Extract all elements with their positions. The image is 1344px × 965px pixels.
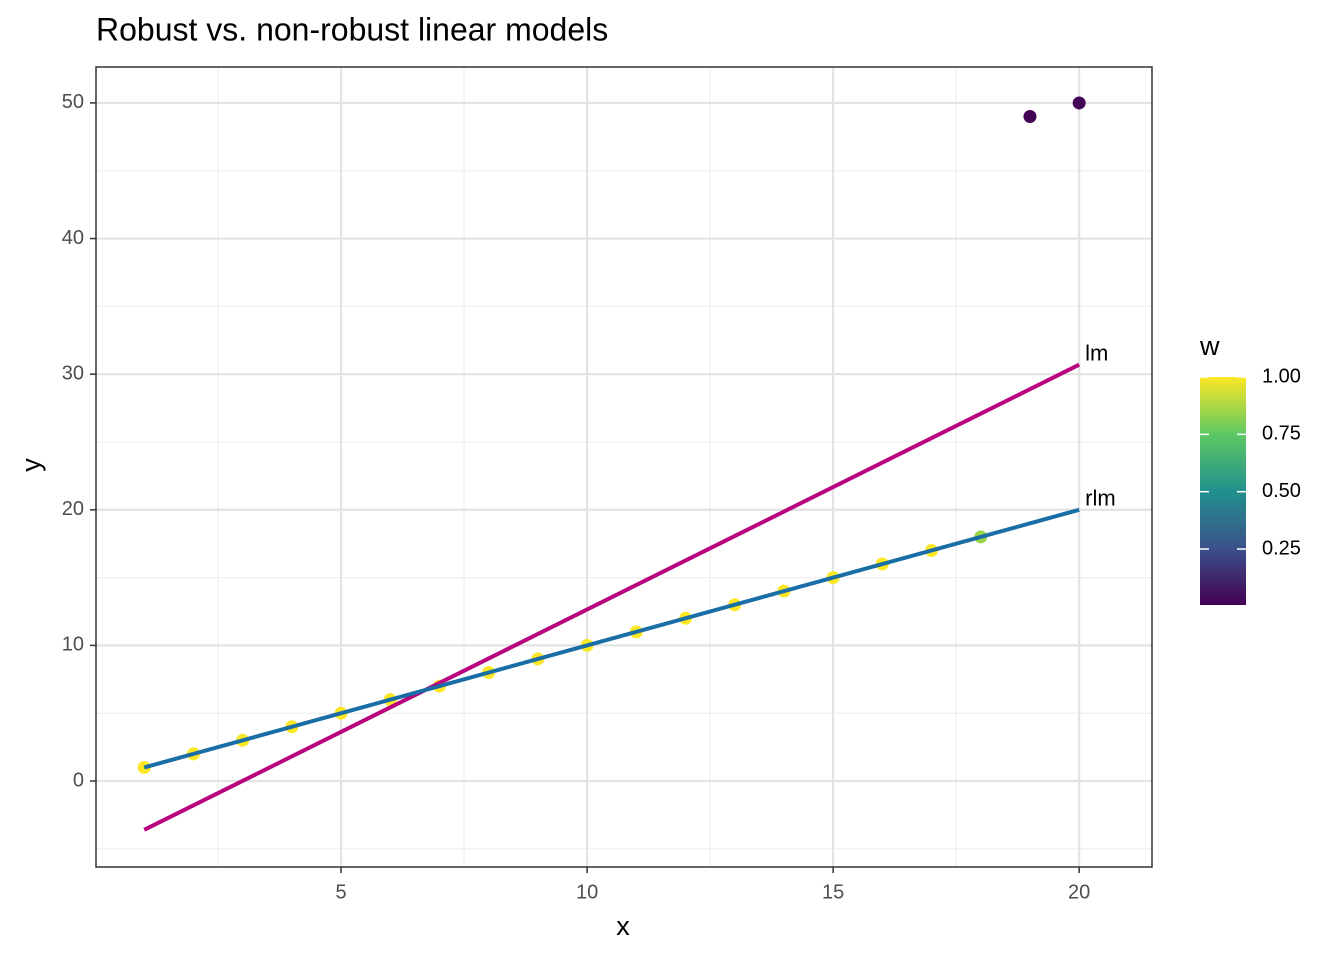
chart-title: Robust vs. non-robust linear models	[96, 11, 608, 47]
x-axis-label: x	[616, 911, 630, 941]
point	[1072, 96, 1086, 110]
fit-line	[143, 507, 1080, 770]
y-tick-label: 10	[62, 634, 84, 656]
x-tick-label: 15	[822, 881, 844, 903]
legend-tick-label: 1.00	[1262, 365, 1301, 387]
legend-tick-label: 0.75	[1262, 423, 1301, 445]
x-tick-label: 5	[335, 881, 346, 903]
line-label: rlm	[1085, 486, 1116, 511]
legend-tick-label: 0.25	[1262, 537, 1301, 559]
y-tick-label: 0	[73, 769, 84, 791]
y-tick-label: 20	[62, 498, 84, 520]
y-tick-label: 40	[62, 227, 84, 249]
x-tick-label: 20	[1068, 881, 1090, 903]
legend-tick-label: 0.50	[1262, 480, 1301, 502]
panel-border	[95, 66, 1153, 868]
point	[1023, 109, 1037, 123]
y-tick-label: 50	[62, 91, 84, 113]
fit-line	[143, 362, 1081, 832]
y-axis-label: y	[16, 458, 46, 472]
line-label: lm	[1085, 340, 1108, 365]
y-tick-label: 30	[62, 362, 84, 384]
x-tick-label: 10	[576, 881, 598, 903]
legend-title: w	[1199, 331, 1220, 361]
